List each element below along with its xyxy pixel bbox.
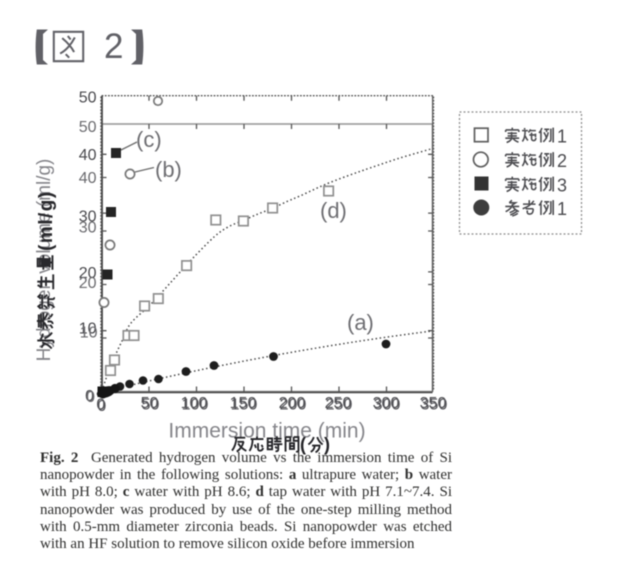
svg-text:250: 250 xyxy=(326,397,353,414)
svg-text:1: 1 xyxy=(557,199,567,219)
svg-text:(a): (a) xyxy=(347,310,374,335)
svg-text:10: 10 xyxy=(79,321,97,338)
svg-text:0: 0 xyxy=(96,397,105,414)
svg-text:300: 300 xyxy=(373,395,400,412)
svg-text:(b): (b) xyxy=(155,157,182,182)
svg-text:2: 2 xyxy=(557,151,567,171)
svg-text:(ml/g): (ml/g) xyxy=(36,190,57,251)
svg-text:3: 3 xyxy=(557,176,567,196)
svg-text:10: 10 xyxy=(80,325,98,342)
svg-text:350: 350 xyxy=(421,397,448,414)
svg-text:50: 50 xyxy=(79,119,97,136)
svg-text:200: 200 xyxy=(279,395,306,412)
svg-text:30: 30 xyxy=(79,209,97,226)
svg-text:40: 40 xyxy=(79,170,97,187)
svg-text:0: 0 xyxy=(85,388,94,405)
svg-text:250: 250 xyxy=(325,395,352,412)
svg-text:Immersion time (min): Immersion time (min) xyxy=(168,420,365,443)
svg-text:200: 200 xyxy=(280,397,307,414)
svg-text:): ) xyxy=(324,435,330,455)
svg-text:100: 100 xyxy=(181,395,208,412)
svg-text:100: 100 xyxy=(182,397,209,414)
svg-text:20: 20 xyxy=(79,265,97,282)
svg-text:350: 350 xyxy=(420,395,447,412)
svg-text:40: 40 xyxy=(79,147,97,164)
svg-text:2: 2 xyxy=(104,27,123,66)
svg-text:0: 0 xyxy=(97,398,106,415)
svg-text:150: 150 xyxy=(230,395,257,412)
svg-text:(: ( xyxy=(300,435,306,455)
svg-text:20: 20 xyxy=(79,275,97,292)
svg-text:150: 150 xyxy=(231,397,258,414)
svg-text:(c): (c) xyxy=(136,127,162,152)
svg-text:1: 1 xyxy=(557,127,567,147)
svg-text:50: 50 xyxy=(141,395,159,412)
svg-text:50: 50 xyxy=(142,397,160,414)
svg-text:(d): (d) xyxy=(320,198,347,223)
svg-text:30: 30 xyxy=(79,220,97,237)
svg-text:50: 50 xyxy=(79,90,97,107)
svg-text:300: 300 xyxy=(374,397,401,414)
svg-text:0: 0 xyxy=(86,389,95,406)
